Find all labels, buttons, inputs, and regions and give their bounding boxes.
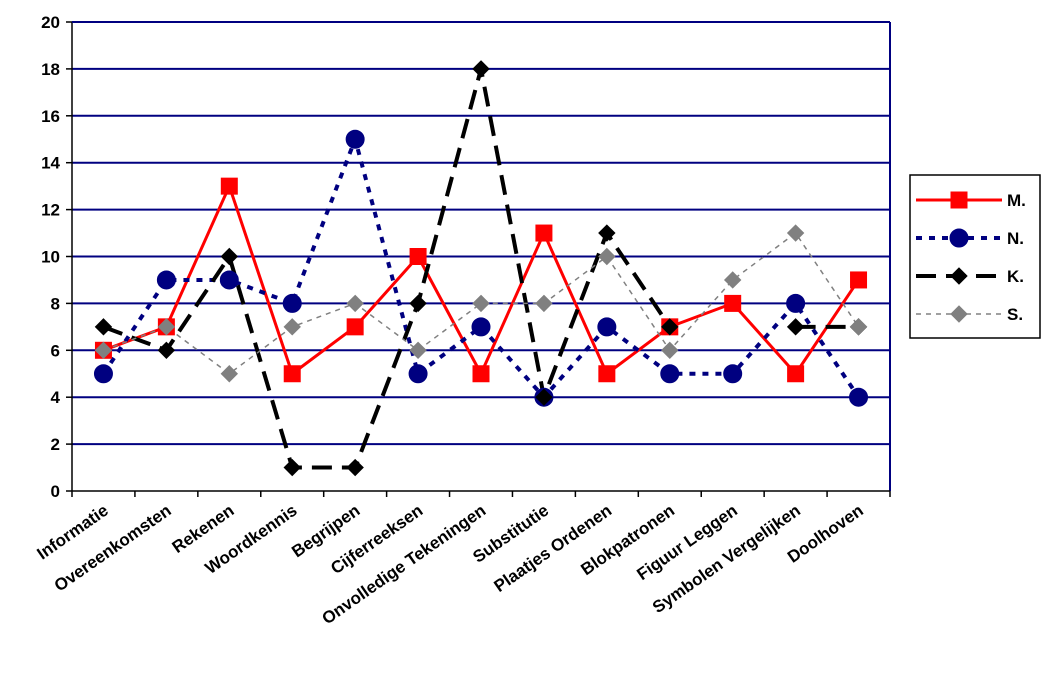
series-4-point	[283, 318, 301, 336]
series-4-point	[472, 294, 490, 313]
series-1-point	[409, 248, 427, 265]
series-2-point	[93, 364, 113, 384]
series-4-point	[849, 318, 868, 336]
series-3-point	[283, 458, 301, 477]
series-3-point	[409, 294, 427, 313]
y-tick-label: 12	[41, 201, 60, 220]
series-3-point	[346, 458, 364, 477]
y-tick-label: 8	[51, 294, 60, 313]
series-markers	[93, 60, 869, 477]
series-3-point	[472, 60, 490, 78]
series-1-point	[598, 365, 616, 383]
series-2-point	[345, 129, 365, 149]
series-4-point	[346, 294, 364, 313]
legend-box	[909, 174, 1041, 339]
series-2-point	[849, 387, 869, 407]
series-3-point	[94, 318, 113, 336]
x-tick-label: Plaatjes Ordenen	[490, 501, 615, 596]
series-4-point	[157, 318, 176, 336]
y-tick-label: 10	[41, 248, 60, 267]
series-3-point	[598, 224, 616, 242]
series-3-line	[102, 66, 672, 470]
series-4-point	[409, 341, 427, 360]
y-tick-label: 14	[41, 154, 60, 173]
legend-swatch-marker	[949, 228, 969, 248]
series-2-point	[219, 270, 239, 290]
series-3-point	[157, 341, 176, 360]
series-3-point	[661, 318, 679, 336]
series-4-point	[220, 365, 239, 383]
y-tick-label: 16	[41, 107, 60, 126]
legend-label: K.	[1007, 267, 1024, 286]
y-tick-label: 0	[51, 482, 60, 501]
legend-swatch-marker	[950, 267, 968, 285]
series-4-point	[598, 247, 616, 266]
series-4-point	[94, 341, 113, 360]
y-tick-label: 18	[41, 60, 60, 79]
legend-label: S.	[1007, 305, 1023, 324]
series-1-point	[472, 365, 490, 383]
series-3-point	[220, 247, 239, 266]
series-2-line	[101, 137, 861, 400]
series-2-point	[408, 364, 428, 384]
x-tick-label: Overeenkomsten	[51, 501, 175, 596]
legend-label: M.	[1007, 191, 1026, 210]
legend: M. N. K. S.	[909, 174, 1041, 339]
series-4-point	[786, 224, 805, 242]
series-3-point	[535, 388, 553, 406]
y-tick-label: 6	[51, 341, 60, 360]
series-2-point	[597, 317, 617, 337]
series-1-line	[102, 184, 860, 376]
series-2-point	[786, 293, 806, 313]
series-lines	[101, 66, 861, 470]
y-tick-label: 4	[51, 388, 61, 407]
y-tick-label: 2	[51, 435, 60, 454]
series-1-point	[220, 177, 238, 195]
series-1-point	[535, 224, 553, 242]
series-2-point	[156, 270, 176, 290]
legend-swatch-marker	[950, 305, 968, 323]
series-2-point	[660, 364, 680, 384]
series-4-point	[661, 341, 679, 360]
y-tick-label: 20	[41, 13, 60, 32]
series-2-point	[471, 317, 491, 337]
series-4-point	[723, 271, 742, 289]
legend-label: N.	[1007, 229, 1024, 248]
series-4-point	[535, 294, 553, 313]
series-1-point	[283, 365, 301, 383]
series-1-point	[850, 271, 868, 289]
series-1-point	[346, 318, 364, 336]
series-3-point	[786, 318, 805, 336]
series-1-point	[724, 294, 742, 312]
series-1-point	[787, 365, 805, 383]
series-2-point	[723, 364, 743, 384]
series-2-point	[282, 293, 302, 313]
legend-swatch-marker	[950, 191, 968, 209]
